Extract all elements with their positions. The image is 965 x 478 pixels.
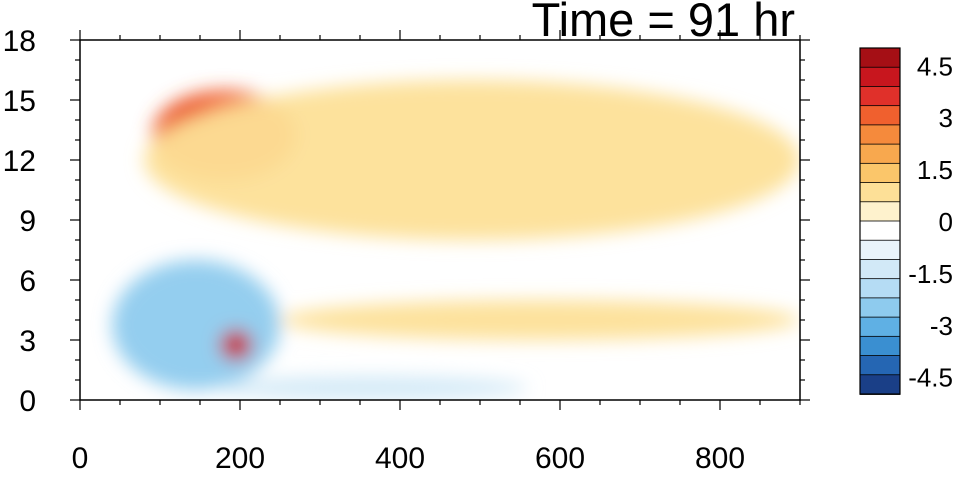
colorbar-label: 1.5 (917, 155, 953, 185)
colorbar-bin (859, 355, 901, 376)
y-tick-label: 3 (19, 325, 36, 358)
colorbar-bin (859, 201, 901, 222)
colorbar-bin (859, 143, 901, 165)
y-tick-label: 6 (19, 265, 36, 298)
colorbar-label: -4.5 (908, 363, 953, 393)
colorbar-bin (859, 374, 901, 395)
colorbar-label: 3 (939, 103, 953, 133)
chart-title: Time = 91 hr (532, 0, 795, 46)
x-tick-label: 800 (695, 442, 745, 473)
colorbar-bin (859, 162, 901, 184)
y-axis: 0 3 6 9 12 15 18 (3, 25, 810, 418)
colorbar-bin (859, 278, 901, 299)
colorbar-bin (859, 124, 901, 146)
y-tick-label: 9 (19, 205, 36, 238)
field-feature-mid-level-blue-region (112, 260, 280, 390)
y-tick-label: 18 (3, 25, 36, 58)
colorbar-bin (859, 47, 901, 69)
field-feature-upper-warm-plume (144, 80, 800, 240)
colorbar-label: 4.5 (917, 51, 953, 81)
colorbar-bin (859, 220, 901, 242)
field-feature-low-warm-band (280, 300, 800, 340)
colorbar-bin (859, 105, 901, 126)
field-feature-near-surface-blue-streak (216, 376, 528, 400)
y-tick-label: 15 (3, 85, 36, 118)
colorbar-frame (859, 47, 901, 395)
colorbar-label: -1.5 (908, 259, 953, 289)
contour-field (112, 80, 800, 400)
colorbar-bin (859, 86, 901, 107)
x-tick-label: 0 (72, 442, 89, 473)
x-tick-label: 600 (535, 442, 585, 473)
colorbar-bin (859, 239, 901, 261)
x-tick-label: 200 (215, 442, 265, 473)
plot-area: 0 200 400 600 800 0 3 6 9 12 15 18 (3, 25, 810, 475)
y-tick-label: 0 (19, 385, 36, 418)
colorbar-bin (859, 182, 901, 203)
colorbar: 4.5 3 1.5 0 -1.5 -3 -4.5 (859, 47, 953, 395)
x-tick-label: 400 (375, 442, 425, 473)
y-tick-label: 12 (3, 145, 36, 178)
x-axis: 0 200 400 600 800 (72, 30, 801, 475)
colorbar-label: -3 (930, 311, 953, 341)
colorbar-bin (859, 297, 901, 319)
field-feature-surface-red-spot (220, 330, 252, 360)
colorbar-bin (859, 66, 901, 88)
colorbar-bin (859, 335, 901, 357)
colorbar-bin (859, 316, 901, 338)
colorbar-label: 0 (939, 207, 953, 237)
colorbar-bin (859, 259, 901, 280)
